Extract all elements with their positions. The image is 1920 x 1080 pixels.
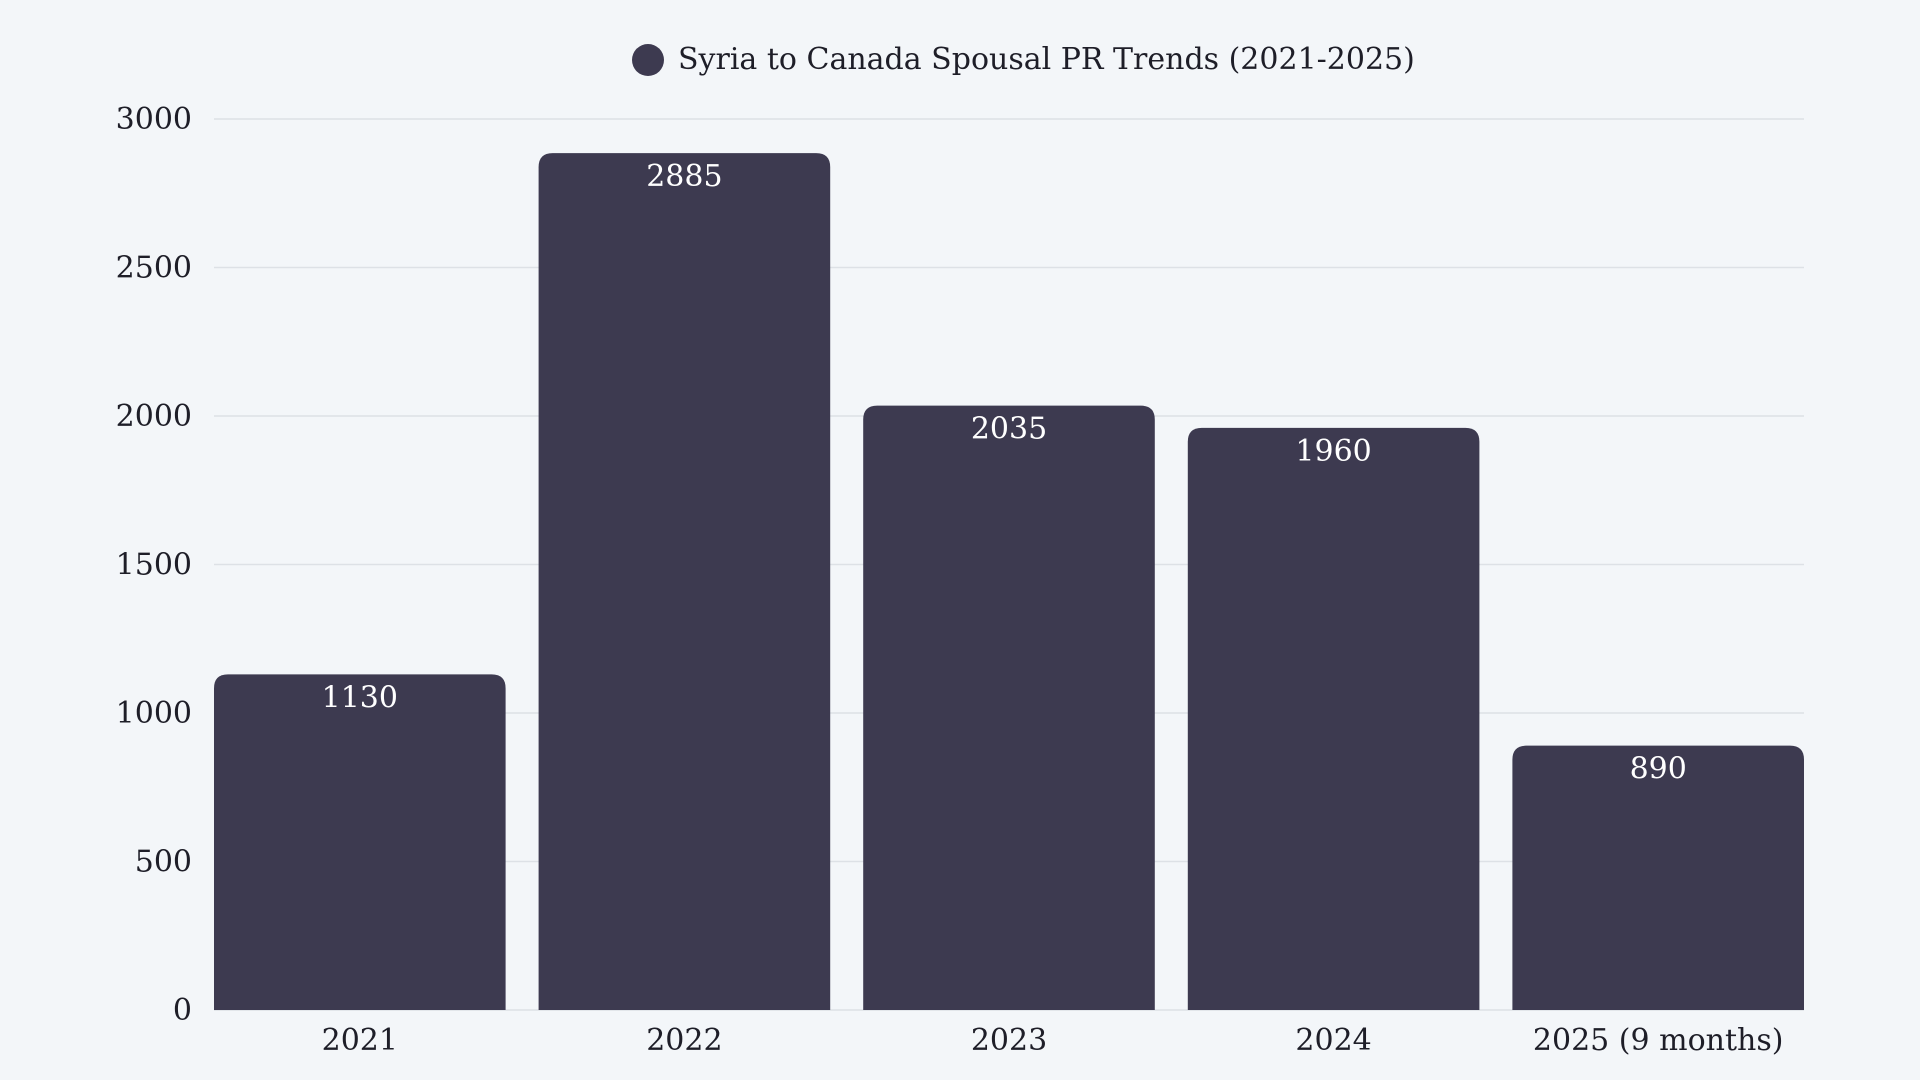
- y-tick-label: 3000: [116, 102, 192, 137]
- data-label: 1130: [322, 680, 398, 715]
- data-label: 890: [1630, 752, 1687, 787]
- bar-2021[interactable]: [214, 674, 506, 1010]
- bar-2025 (9 months)[interactable]: [1512, 745, 1804, 1010]
- bar-2022[interactable]: [538, 153, 831, 1010]
- bars: 1130 2885 2035 1960 890: [214, 153, 1804, 1011]
- bar-2024[interactable]: [1187, 427, 1480, 1010]
- data-label: 1960: [1295, 434, 1371, 469]
- legend[interactable]: Syria to Canada Spousal PR Trends (2021-…: [632, 42, 1415, 77]
- x-tick-label: 2021: [322, 1023, 398, 1058]
- x-tick-label: 2022: [646, 1023, 722, 1058]
- y-tick-label: 1500: [116, 548, 192, 583]
- legend-label: Syria to Canada Spousal PR Trends (2021-…: [678, 42, 1415, 77]
- y-tick-label: 500: [135, 845, 192, 880]
- y-axis-ticks: 0 500 1000 1500 2000 2500 3000: [116, 102, 192, 1028]
- y-tick-label: 1000: [116, 696, 192, 731]
- data-label: 2885: [646, 159, 722, 194]
- x-axis-labels: 2021 2022 2023 2024 2025 (9 months): [322, 1023, 1784, 1058]
- bar-2023[interactable]: [863, 405, 1155, 1011]
- y-tick-label: 0: [173, 993, 192, 1028]
- y-tick-label: 2000: [116, 399, 192, 434]
- y-tick-label: 2500: [116, 251, 192, 286]
- legend-swatch-icon: [632, 44, 664, 76]
- x-tick-label: 2025 (9 months): [1533, 1023, 1784, 1058]
- x-tick-label: 2023: [971, 1023, 1047, 1058]
- data-label: 2035: [971, 412, 1047, 447]
- x-tick-label: 2024: [1295, 1023, 1371, 1058]
